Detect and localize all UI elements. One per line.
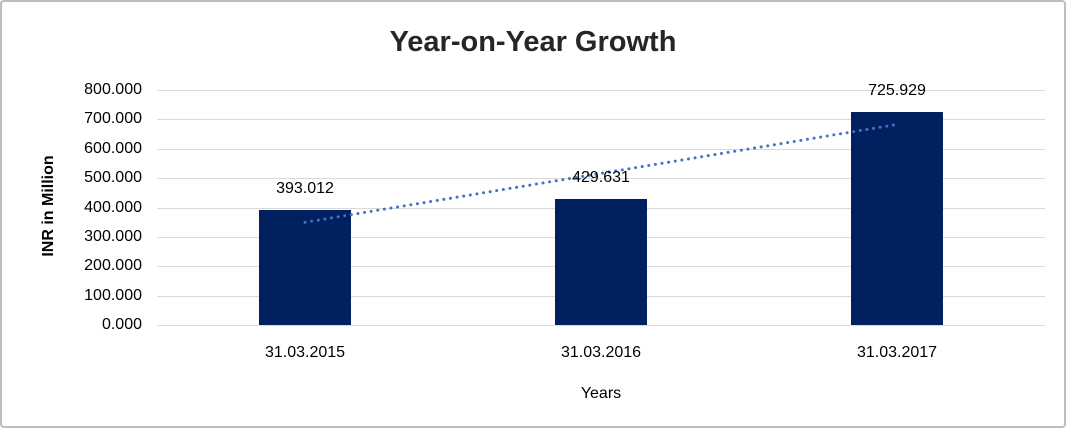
y-tick-label: 400.000: [84, 198, 142, 216]
x-tick-label: 31.03.2017: [856, 344, 938, 361]
y-tick-label: 800.000: [84, 81, 142, 98]
gridline: [157, 325, 1045, 326]
y-tick-label: 0.000: [101, 316, 142, 333]
y-tick-label: 500.000: [84, 169, 142, 187]
bar: [851, 111, 943, 325]
y-tick-label: 700.000: [84, 110, 142, 128]
y-tick-label: 600.000: [84, 139, 142, 157]
bar: [259, 209, 351, 325]
gridline: [157, 119, 1045, 121]
x-axis-title: Years: [580, 385, 622, 402]
chart-title: Year-on-Year Growth: [389, 26, 677, 58]
y-tick-label: 200.000: [84, 257, 142, 275]
y-tick-label: 100.000: [84, 286, 142, 304]
y-tick-label: 300.000: [84, 227, 142, 245]
bar-data-label: 725.929: [868, 81, 926, 99]
bar-data-label: 429.631: [572, 168, 630, 186]
bar-data-label: 393.012: [276, 179, 334, 197]
x-tick-label: 31.03.2016: [560, 344, 642, 361]
bar: [555, 198, 647, 325]
x-tick-label: 31.03.2015: [264, 344, 346, 361]
gridline: [157, 90, 1045, 91]
